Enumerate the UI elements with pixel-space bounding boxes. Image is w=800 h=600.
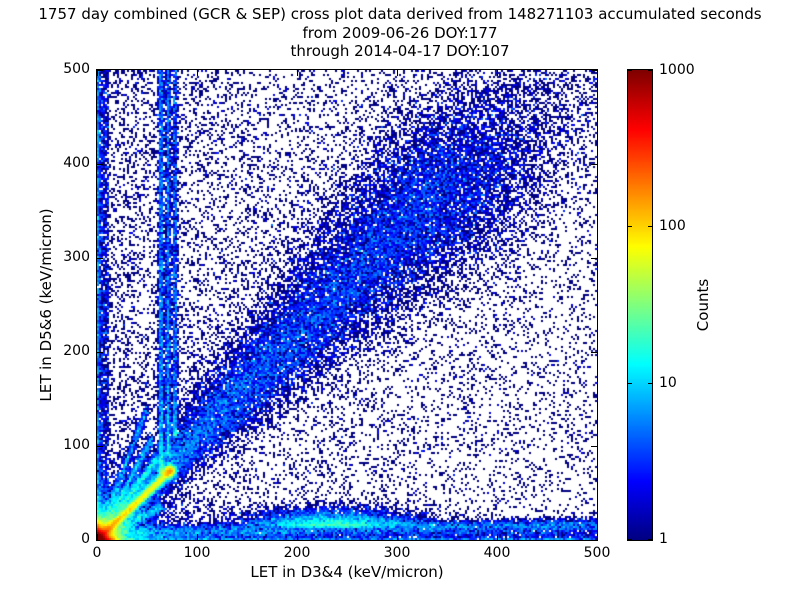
colorbar-tick-mark	[628, 539, 632, 540]
y-tick-mark-right	[591, 539, 597, 540]
x-tick-mark-top	[296, 70, 298, 76]
y-tick-label: 300	[63, 249, 90, 265]
x-tick-mark	[596, 534, 597, 540]
y-tick-mark	[97, 70, 103, 71]
y-tick-label: 500	[63, 61, 90, 77]
x-tick-mark-top	[596, 70, 597, 76]
x-tick-mark-top	[97, 70, 98, 76]
x-tick-label: 100	[183, 545, 211, 561]
colorbar-tick-mark-right	[648, 382, 652, 384]
plot-area	[96, 69, 598, 541]
colorbar-tick-label: 10	[659, 374, 677, 391]
x-tick-mark	[296, 534, 298, 540]
y-tick-mark-right	[591, 163, 597, 165]
y-axis-label: LET in D5&6 (keV/micron)	[37, 208, 55, 402]
x-tick-label: 0	[92, 545, 102, 561]
colorbar-tick-label: 1000	[659, 62, 695, 78]
colorbar-tick-label: 1	[659, 531, 668, 547]
colorbar-tick-mark	[628, 382, 632, 384]
colorbar-tick-mark-right	[648, 539, 652, 540]
y-tick-mark-right	[591, 351, 597, 353]
colorbar-tick-mark	[628, 70, 632, 71]
y-tick-mark	[97, 539, 103, 540]
y-tick-mark	[97, 445, 103, 447]
y-tick-mark	[97, 163, 103, 165]
x-tick-mark	[496, 534, 498, 540]
x-axis-label: LET in D3&4 (keV/micron)	[250, 563, 444, 581]
x-tick-label: 300	[383, 545, 411, 561]
x-tick-mark	[396, 534, 398, 540]
colorbar-tick-mark-right	[648, 226, 652, 228]
x-tick-mark	[196, 534, 198, 540]
colorbar-canvas	[628, 70, 652, 540]
chart-subtitle-from: from 2009-06-26 DOY:177	[302, 24, 498, 42]
x-tick-mark-top	[196, 70, 198, 76]
y-tick-label: 200	[63, 343, 90, 359]
x-tick-mark-top	[396, 70, 398, 76]
x-tick-label: 400	[483, 545, 511, 561]
y-tick-label: 100	[63, 437, 90, 453]
x-tick-mark	[97, 534, 98, 540]
chart-title: 1757 day combined (GCR & SEP) cross plot…	[38, 5, 762, 23]
y-tick-mark-right	[591, 70, 597, 71]
x-tick-label: 500	[583, 545, 611, 561]
colorbar-tick-mark	[628, 226, 632, 228]
y-tick-mark-right	[591, 445, 597, 447]
y-tick-mark	[97, 351, 103, 353]
y-tick-label: 0	[81, 531, 90, 547]
colorbar-tick-mark-right	[648, 70, 652, 71]
y-tick-mark	[97, 257, 103, 259]
chart-subtitle-through: through 2014-04-17 DOY:107	[290, 42, 510, 60]
y-tick-label: 400	[63, 155, 90, 171]
colorbar	[627, 69, 653, 541]
x-tick-mark-top	[496, 70, 498, 76]
x-tick-label: 200	[283, 545, 311, 561]
colorbar-tick-label: 100	[659, 218, 686, 235]
heatmap-canvas	[97, 70, 597, 540]
y-tick-mark-right	[591, 257, 597, 259]
